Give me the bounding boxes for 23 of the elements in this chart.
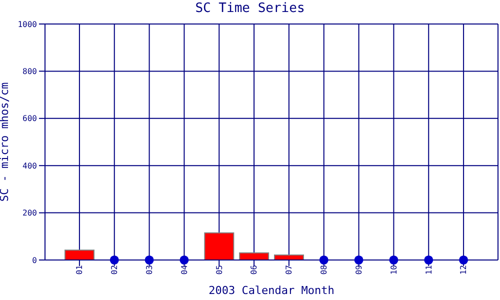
x-tick-label: 09 (354, 264, 364, 275)
x-tick-label: 02 (110, 264, 120, 275)
y-tick-label: 800 (22, 67, 38, 76)
x-tick-label: 01 (75, 264, 84, 275)
bar (64, 250, 94, 260)
x-tick-label: 11 (424, 264, 434, 275)
y-tick-label: 200 (22, 208, 38, 218)
bar (204, 232, 234, 260)
x-tick-label: 06 (250, 264, 259, 275)
y-tick-label: 400 (22, 161, 38, 170)
chart-title: SC Time Series (194, 1, 306, 16)
x-tick-label: 03 (144, 264, 154, 275)
y-tick-label: 0 (32, 256, 38, 265)
x-tick-label: 04 (180, 264, 189, 275)
y-tick-label: 1000 (18, 20, 38, 29)
x-tick-label: 05 (214, 264, 224, 275)
x-tick-label: 10 (389, 264, 398, 275)
x-tick-label: 07 (284, 264, 294, 275)
y-tick-label: 600 (22, 114, 38, 124)
x-axis-title: 2003 Calendar Month (208, 284, 334, 297)
x-tick-label: 12 (459, 264, 468, 275)
y-axis-title: SC - micro mhos/cm (0, 82, 11, 202)
x-tick-label: 08 (320, 264, 329, 275)
